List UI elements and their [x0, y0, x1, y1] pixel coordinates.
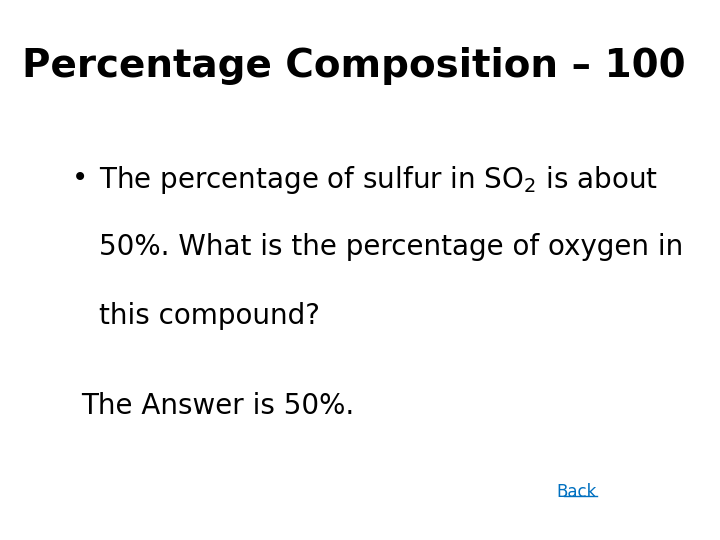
Text: Back: Back [557, 483, 597, 501]
Text: Percentage Composition – 100: Percentage Composition – 100 [22, 46, 685, 85]
Text: •: • [72, 164, 88, 192]
Text: The percentage of sulfur in SO$_2$ is about: The percentage of sulfur in SO$_2$ is ab… [99, 164, 657, 195]
Text: The Answer is 50%.: The Answer is 50%. [81, 392, 354, 420]
Text: 50%. What is the percentage of oxygen in: 50%. What is the percentage of oxygen in [99, 233, 683, 261]
Text: this compound?: this compound? [99, 302, 320, 330]
